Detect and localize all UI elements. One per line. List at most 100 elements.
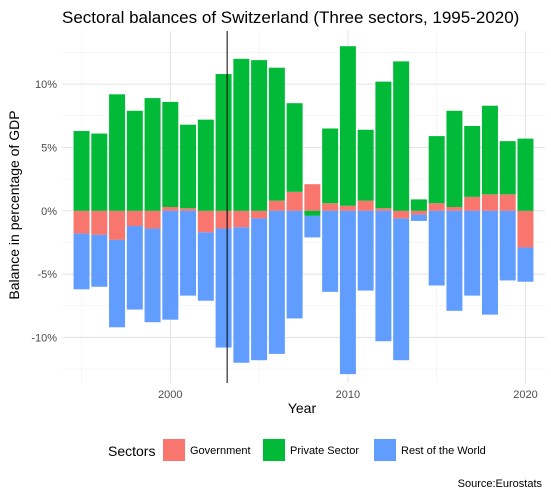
bar-government-2014 <box>410 210 427 215</box>
bar-private-sector-2012 <box>375 81 392 209</box>
bar-private-sector-2005 <box>251 60 268 211</box>
bar-government-2018 <box>481 194 498 211</box>
bar-rest-of-the-world-2014 <box>410 214 427 221</box>
legend-label-government: Government <box>190 445 251 457</box>
bar-rest-of-the-world-2010 <box>339 210 356 375</box>
bar-government-1997 <box>109 210 126 240</box>
bar-government-1999 <box>144 210 161 229</box>
bar-rest-of-the-world-2011 <box>357 210 374 291</box>
bar-private-sector-2017 <box>464 125 481 197</box>
bar-private-sector-2004 <box>233 58 250 211</box>
legend: Sectors Government Private Sector Rest of … <box>108 439 486 461</box>
bar-private-sector-1995 <box>73 131 90 211</box>
x-axis-title: Year <box>288 400 317 416</box>
bar-government-2011 <box>357 200 374 211</box>
bar-rest-of-the-world-2008 <box>304 215 321 238</box>
bar-government-2020 <box>517 210 534 248</box>
bar-rest-of-the-world-2005 <box>251 218 268 361</box>
bar-government-1995 <box>73 210 90 234</box>
bar-rest-of-the-world-2006 <box>268 210 285 354</box>
bar-government-1996 <box>91 210 108 235</box>
bar-rest-of-the-world-2009 <box>322 210 339 292</box>
bar-private-sector-2003 <box>215 74 232 211</box>
bar-rest-of-the-world-2012 <box>375 210 392 342</box>
y-tick-label: 10% <box>35 79 57 91</box>
bar-private-sector-2019 <box>499 141 516 195</box>
bar-private-sector-2010 <box>339 46 356 206</box>
bar-rest-of-the-world-2007 <box>286 210 303 319</box>
bar-private-sector-2020 <box>517 138 534 211</box>
x-tick-label: 2000 <box>158 389 182 401</box>
bar-private-sector-2000 <box>162 101 179 207</box>
bar-private-sector-2007 <box>286 103 303 192</box>
bar-government-2004 <box>233 210 250 228</box>
bar-rest-of-the-world-1999 <box>144 228 161 323</box>
bar-rest-of-the-world-2004 <box>233 227 250 363</box>
bar-rest-of-the-world-1997 <box>109 239 126 328</box>
chart-title: Sectoral balances of Switzerland (Three … <box>62 8 519 27</box>
bar-private-sector-2018 <box>481 105 498 195</box>
bar-private-sector-2011 <box>357 129 374 201</box>
bar-rest-of-the-world-2003 <box>215 228 232 348</box>
bar-private-sector-1996 <box>91 133 108 211</box>
bar-government-2001 <box>180 208 197 211</box>
y-axis-title: Balance in percentage of GDP <box>6 110 22 299</box>
bar-rest-of-the-world-2018 <box>481 210 498 315</box>
bar-rest-of-the-world-2017 <box>464 210 481 296</box>
bar-private-sector-2001 <box>180 124 197 209</box>
bar-private-sector-1997 <box>109 94 126 211</box>
bar-rest-of-the-world-2016 <box>446 210 463 311</box>
bars <box>73 46 534 375</box>
x-tick-label: 2010 <box>336 389 360 401</box>
bar-private-sector-2008 <box>304 210 321 216</box>
bar-rest-of-the-world-1995 <box>73 233 90 290</box>
y-tick-label: 0% <box>41 206 57 218</box>
legend-swatch-rest-of-the-world <box>374 439 396 461</box>
bar-private-sector-2016 <box>446 110 463 207</box>
bar-rest-of-the-world-2019 <box>499 210 516 281</box>
bar-rest-of-the-world-1998 <box>126 225 143 310</box>
bar-government-2017 <box>464 196 481 211</box>
bar-government-2009 <box>322 203 339 211</box>
bar-government-2019 <box>499 194 516 211</box>
y-tick-label: -5% <box>37 269 57 281</box>
bar-rest-of-the-world-2013 <box>393 218 410 361</box>
bar-rest-of-the-world-2020 <box>517 247 534 282</box>
chart-caption: Source:Eurostats <box>458 478 543 490</box>
bar-private-sector-1998 <box>126 110 143 211</box>
bar-private-sector-2002 <box>197 119 214 211</box>
bar-government-2002 <box>197 210 214 233</box>
bar-private-sector-2006 <box>268 67 285 201</box>
legend-label-rest-of-the-world: Rest of the World <box>401 445 486 457</box>
bar-government-2015 <box>428 203 445 211</box>
bar-government-2003 <box>215 210 232 229</box>
bar-private-sector-2014 <box>410 199 427 211</box>
bar-private-sector-2015 <box>428 136 445 204</box>
bar-government-2000 <box>162 207 179 211</box>
bar-rest-of-the-world-2002 <box>197 232 214 301</box>
y-tick-label: 5% <box>41 142 57 154</box>
bar-rest-of-the-world-2015 <box>428 210 445 286</box>
bar-rest-of-the-world-2001 <box>180 210 197 296</box>
bar-private-sector-2009 <box>322 128 339 204</box>
bar-government-2005 <box>251 210 268 219</box>
bar-private-sector-1999 <box>144 98 161 211</box>
legend-title: Sectors <box>108 443 155 459</box>
bar-government-2006 <box>268 200 285 211</box>
x-tick-label: 2020 <box>513 389 537 401</box>
legend-swatch-government <box>163 439 185 461</box>
bar-rest-of-the-world-1996 <box>91 234 108 287</box>
bar-government-2008 <box>304 184 321 211</box>
bar-government-2012 <box>375 208 392 211</box>
bar-government-2016 <box>446 207 463 211</box>
bar-rest-of-the-world-2000 <box>162 210 179 320</box>
legend-swatch-private-sector <box>263 439 285 461</box>
bar-government-1998 <box>126 210 143 226</box>
bar-government-2010 <box>339 205 356 211</box>
bar-private-sector-2013 <box>393 61 410 211</box>
bar-government-2013 <box>393 210 410 219</box>
legend-label-private-sector: Private Sector <box>290 445 359 457</box>
bar-government-2007 <box>286 191 303 211</box>
